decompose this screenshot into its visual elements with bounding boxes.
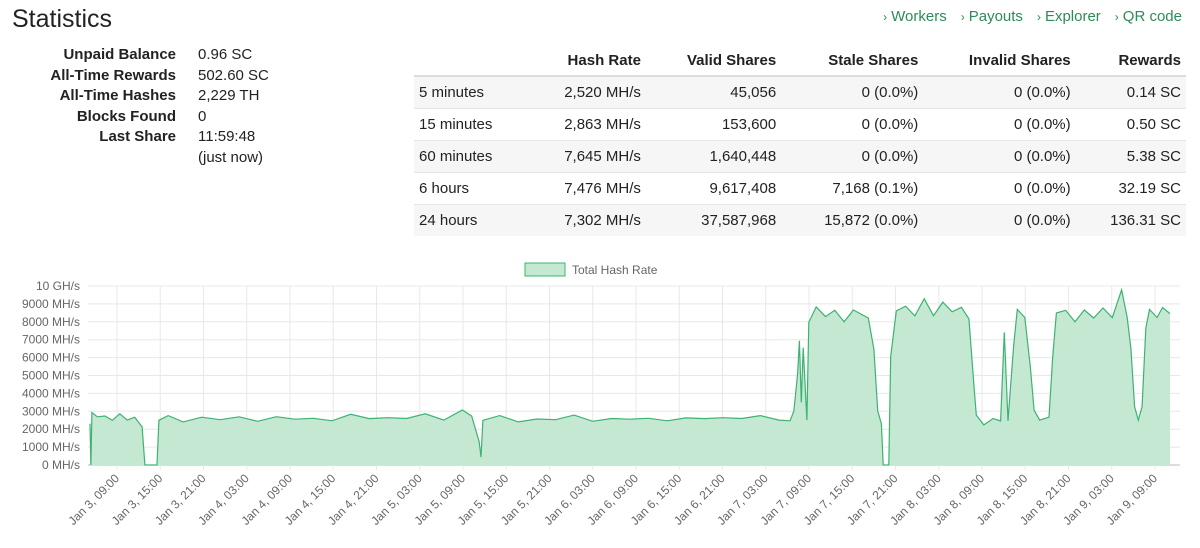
chart-legend[interactable]: Total Hash Rate <box>524 262 658 277</box>
nav-label: Explorer <box>1044 8 1101 25</box>
table-cell: 0 (0.0%) <box>923 204 1076 236</box>
summary-value: 11:59:48 <box>198 128 256 146</box>
summary-label: All-Time Hashes <box>59 87 176 105</box>
table-cell: 2,520 MH/s <box>527 75 646 109</box>
nav-label: Payouts <box>968 8 1023 25</box>
table-cell: 45,056 <box>645 75 782 109</box>
series-area-fill <box>90 289 1170 465</box>
summary-value: 0 <box>198 107 207 125</box>
y-tick-label: 9000 MH/s <box>22 297 80 311</box>
summary-label: All-Time Rewards <box>50 66 176 84</box>
nav-link-workers[interactable]: › Workers <box>883 8 947 25</box>
summary-row-last-share: Last Share 11:59:48 <box>30 127 269 148</box>
table-cell: 7,476 MH/s <box>527 172 646 205</box>
legend-label: Total Hash Rate <box>572 263 658 277</box>
table-cell: 7,168 (0.1%) <box>781 172 924 205</box>
y-tick-label: 4000 MH/s <box>22 386 80 400</box>
table-cell: 0 (0.0%) <box>923 75 1076 109</box>
table-row: 5 minutes 2,520 MH/s 45,056 0 (0.0%) 0 (… <box>414 75 1186 109</box>
y-tick-label: 8000 MH/s <box>22 315 80 329</box>
table-cell: 0 (0.0%) <box>923 140 1076 173</box>
summary-label <box>30 148 198 169</box>
series-line-total-hash-rate[interactable] <box>89 287 1171 466</box>
column-header-valid-shares: Valid Shares <box>645 45 782 77</box>
summary-label: Last Share <box>99 128 176 146</box>
stats-table: Hash Rate Valid Shares Stale Shares Inva… <box>414 45 1186 236</box>
summary-value: 502.60 SC <box>198 66 269 84</box>
table-cell: 7,302 MH/s <box>527 204 646 236</box>
table-cell: 37,587,968 <box>645 204 782 236</box>
legend-swatch <box>524 262 566 277</box>
nav-label: Workers <box>891 8 947 25</box>
summary-value: 2,229 TH <box>198 87 260 105</box>
nav-link-explorer[interactable]: › Explorer <box>1037 8 1101 25</box>
summary-row-all-time-rewards: All-Time Rewards 502.60 SC <box>30 66 269 87</box>
summary-row-blocks-found: Blocks Found 0 <box>30 107 269 128</box>
y-tick-label: 1000 MH/s <box>22 440 80 454</box>
chevron-right-icon: › <box>883 10 888 24</box>
table-cell: 15 minutes <box>414 108 528 141</box>
table-cell: 32.19 SC <box>1075 172 1186 205</box>
y-tick-label: 6000 MH/s <box>22 351 80 365</box>
table-cell: 0.50 SC <box>1075 108 1186 141</box>
y-axis: 0 MH/s 1000 MH/s 2000 MH/s 3000 MH/s 4000 MH… <box>22 279 80 472</box>
table-cell: 24 hours <box>414 204 528 236</box>
chevron-right-icon: › <box>1114 10 1119 24</box>
summary-label: Unpaid Balance <box>63 46 176 63</box>
table-row: 60 minutes 7,645 MH/s 1,640,448 0 (0.0%)… <box>414 140 1186 173</box>
y-tick-label: 10 GH/s <box>36 279 80 293</box>
top-nav: › Workers › Payouts › Explorer › QR code <box>883 8 1182 25</box>
column-header-rewards: Rewards <box>1075 45 1186 77</box>
y-tick-label: 0 MH/s <box>42 458 80 472</box>
table-row: 6 hours 7,476 MH/s 9,617,408 7,168 (0.1%… <box>414 172 1186 205</box>
table-cell: 0 (0.0%) <box>923 108 1076 141</box>
table-cell: 0 (0.0%) <box>781 140 924 173</box>
column-header <box>414 45 528 77</box>
account-summary: Unpaid Balance 0.96 SC All-Time Rewards 50… <box>30 45 269 169</box>
y-tick-label: 5000 MH/s <box>22 369 80 383</box>
hash-rate-chart-svg: 0 MH/s 1000 MH/s 2000 MH/s 3000 MH/s 4000 MH… <box>22 262 1180 528</box>
table-cell: 7,645 MH/s <box>527 140 646 173</box>
y-tick-label: 7000 MH/s <box>22 333 80 347</box>
y-tick-label: 2000 MH/s <box>22 422 80 436</box>
table-cell: 9,617,408 <box>645 172 782 205</box>
table-cell: 15,872 (0.0%) <box>781 204 924 236</box>
summary-value: 0.96 SC <box>198 46 253 63</box>
nav-link-payouts[interactable]: › Payouts <box>961 8 1023 25</box>
table-cell: 0 (0.0%) <box>781 108 924 141</box>
table-cell: 0 (0.0%) <box>781 75 924 109</box>
table-cell: 5 minutes <box>414 75 528 109</box>
table-cell: 6 hours <box>414 172 528 205</box>
summary-row-last-share-relative: (just now) <box>30 148 269 169</box>
page-title: Statistics <box>12 5 113 33</box>
table-cell: 136.31 SC <box>1075 204 1186 236</box>
hash-rate-chart: 0 MH/s 1000 MH/s 2000 MH/s 3000 MH/s 4000 MH… <box>0 255 1200 548</box>
table-header-row: Hash Rate Valid Shares Stale Shares Inva… <box>414 45 1186 77</box>
chart-series <box>89 287 1171 466</box>
summary-label: Blocks Found <box>76 107 176 125</box>
chevron-right-icon: › <box>960 10 965 24</box>
nav-link-qr-code[interactable]: › QR code <box>1115 8 1182 25</box>
table-cell: 153,600 <box>645 108 782 141</box>
summary-value: (just now) <box>198 148 264 166</box>
y-tick-label: 3000 MH/s <box>22 404 80 418</box>
table-cell: 5.38 SC <box>1075 140 1186 173</box>
summary-row-unpaid-balance: Unpaid Balance 0.96 SC <box>30 45 269 66</box>
column-header-stale-shares: Stale Shares <box>781 45 924 77</box>
summary-row-all-time-hashes: All-Time Hashes 2,229 TH <box>30 86 269 107</box>
table-cell: 60 minutes <box>414 140 528 173</box>
table-row: 24 hours 7,302 MH/s 37,587,968 15,872 (0… <box>414 204 1186 236</box>
table-cell: 0 (0.0%) <box>923 172 1076 205</box>
table-row: 15 minutes 2,863 MH/s 153,600 0 (0.0%) 0… <box>414 108 1186 141</box>
chevron-right-icon: › <box>1036 10 1041 24</box>
column-header-hash-rate: Hash Rate <box>527 45 646 77</box>
nav-label: QR code <box>1122 8 1182 25</box>
table-cell: 0.14 SC <box>1075 75 1186 109</box>
table-cell: 1,640,448 <box>645 140 782 173</box>
column-header-invalid-shares: Invalid Shares <box>923 45 1076 77</box>
table-cell: 2,863 MH/s <box>527 108 646 141</box>
